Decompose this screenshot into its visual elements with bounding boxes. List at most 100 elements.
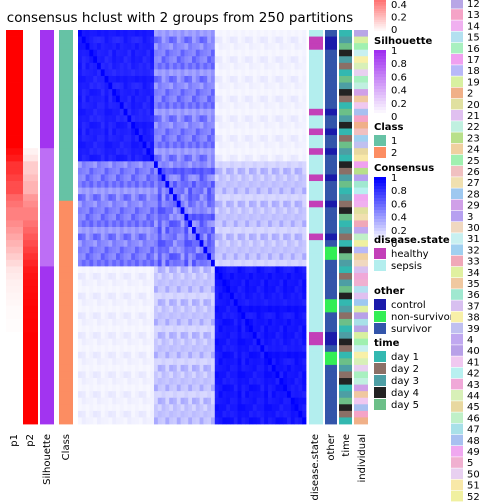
p2-cell: [23, 43, 38, 51]
consensus-cell: [207, 404, 212, 412]
consensus-cell: [233, 279, 238, 287]
consensus-cell: [78, 364, 83, 372]
consensus-cell: [252, 292, 257, 300]
consensus-cell: [199, 338, 204, 346]
consensus-cell: [85, 417, 90, 425]
class-cell: [59, 161, 73, 169]
consensus-cell: [211, 299, 216, 307]
consensus-cell: [287, 161, 292, 169]
consensus-cell: [138, 371, 143, 379]
consensus-cell: [290, 161, 295, 169]
consensus-cell: [287, 391, 292, 399]
consensus-cell: [157, 82, 162, 90]
consensus-cell: [93, 62, 98, 70]
consensus-cell: [169, 305, 174, 313]
consensus-cell: [150, 121, 155, 129]
consensus-cell: [211, 345, 216, 353]
consensus-cell: [165, 187, 170, 195]
consensus-cell: [290, 30, 295, 37]
consensus-cell: [127, 338, 132, 346]
consensus-cell: [256, 75, 261, 83]
individual-cell: [354, 299, 368, 307]
column-label-time: time: [341, 434, 352, 457]
consensus-cell: [207, 240, 212, 248]
consensus-cell: [150, 417, 155, 425]
consensus-cell: [173, 279, 178, 287]
consensus-cell: [268, 318, 273, 326]
consensus-cell: [294, 305, 299, 313]
consensus-cell: [249, 391, 254, 399]
consensus-cell: [252, 187, 257, 195]
consensus-cell: [260, 115, 265, 123]
consensus-cell: [283, 207, 288, 215]
consensus-cell: [131, 121, 136, 129]
consensus-cell: [127, 345, 132, 353]
consensus-cell: [249, 135, 254, 143]
consensus-cell: [173, 121, 178, 129]
consensus-cell: [127, 121, 132, 129]
consensus-cell: [207, 108, 212, 116]
consensus-cell: [211, 187, 216, 195]
consensus-cell: [123, 95, 128, 103]
consensus-cell: [119, 148, 124, 156]
p-legend-tick: 0.2: [391, 13, 407, 24]
consensus-cell: [222, 272, 227, 280]
consensus-cell: [180, 384, 185, 392]
consensus-cell: [279, 351, 284, 359]
consensus-cell: [275, 279, 280, 287]
consensus-cell: [222, 345, 227, 353]
consensus-cell: [260, 417, 265, 425]
consensus-cell: [192, 417, 197, 425]
consensus-cell: [192, 220, 197, 228]
consensus-cell: [81, 161, 86, 169]
consensus-cell: [222, 378, 227, 385]
consensus-cell: [161, 397, 166, 405]
consensus-cell: [294, 253, 299, 261]
consensus-cell: [135, 49, 140, 57]
consensus-cell: [78, 154, 83, 162]
consensus-cell: [294, 135, 299, 143]
individual-cell: [354, 397, 368, 405]
consensus-cell: [154, 75, 159, 83]
consensus-cell: [298, 345, 303, 353]
consensus-legend-tick: 0: [391, 239, 397, 250]
consensus-cell: [104, 233, 109, 241]
class-cell: [59, 148, 73, 156]
consensus-cell: [287, 30, 292, 37]
consensus-cell: [203, 194, 208, 202]
class-cell: [59, 135, 73, 143]
consensus-cell: [290, 332, 295, 340]
consensus-cell: [108, 332, 113, 340]
consensus-cell: [97, 89, 102, 97]
disease-state-cell: [309, 207, 323, 215]
consensus-cell: [112, 108, 117, 116]
consensus-cell: [150, 410, 155, 418]
individual-cell: [354, 404, 368, 412]
p2-cell: [23, 220, 38, 228]
consensus-cell: [100, 194, 105, 202]
consensus-cell: [298, 220, 303, 228]
silhouette-cell: [40, 30, 54, 37]
consensus-cell: [146, 69, 151, 77]
consensus-cell: [241, 364, 246, 372]
consensus-cell: [150, 299, 155, 307]
consensus-cell: [192, 410, 197, 418]
consensus-cell: [275, 404, 280, 412]
p2-cell: [23, 240, 38, 248]
consensus-cell: [116, 167, 121, 175]
consensus-cell: [100, 391, 105, 399]
consensus-cell: [287, 299, 292, 307]
consensus-cell: [184, 95, 189, 103]
consensus-cell: [100, 397, 105, 405]
consensus-cell: [116, 49, 121, 57]
consensus-cell: [135, 410, 140, 418]
consensus-cell: [252, 286, 257, 294]
individual-cell: [354, 56, 368, 64]
consensus-cell: [268, 272, 273, 280]
consensus-cell: [150, 240, 155, 248]
consensus-cell: [93, 115, 98, 123]
consensus-cell: [119, 266, 124, 274]
consensus-cell: [226, 364, 231, 372]
consensus-cell: [195, 62, 200, 70]
silhouette-legend-tick: 1: [391, 46, 397, 57]
